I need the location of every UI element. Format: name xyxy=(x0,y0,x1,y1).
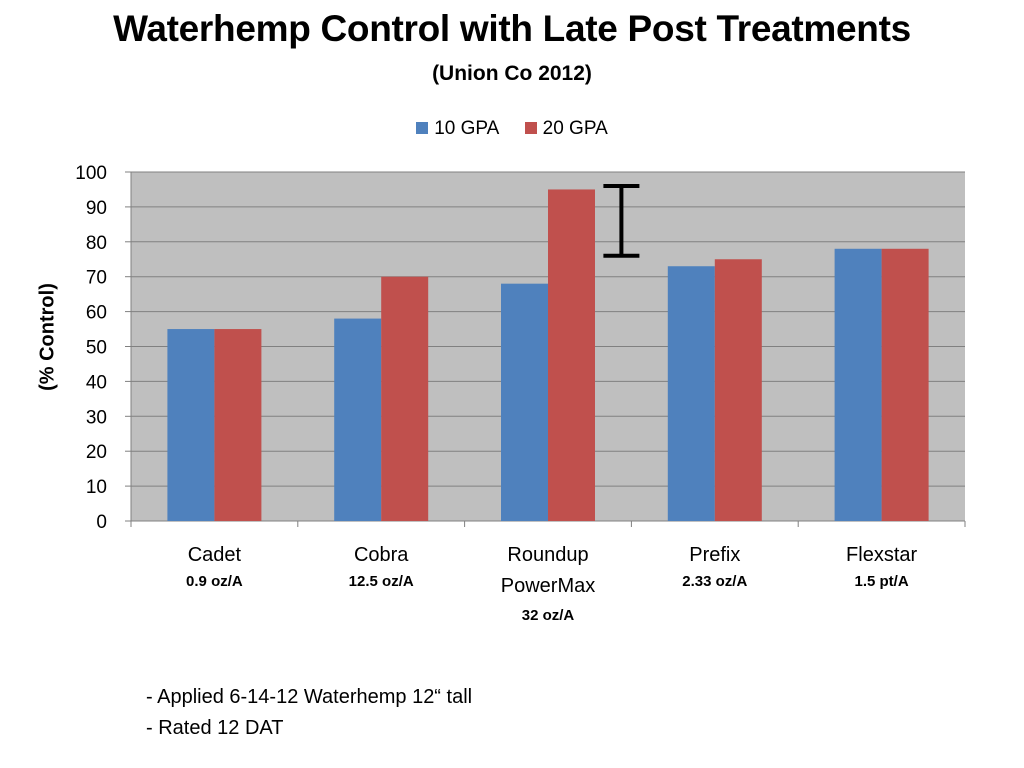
bar-20-gpa xyxy=(214,329,262,521)
y-tick-label: 30 xyxy=(86,407,107,428)
bar-10-gpa xyxy=(334,318,382,521)
y-tick-label: 90 xyxy=(86,198,107,219)
y-tick-label: 10 xyxy=(86,477,107,498)
note-applied: - Applied 6-14-12 Waterhemp 12“ tall xyxy=(146,686,473,708)
x-category-label: Roundup xyxy=(507,544,588,566)
y-tick-label: 80 xyxy=(86,233,107,254)
y-tick-label: 100 xyxy=(75,163,107,184)
note-rated: - Rated 12 DAT xyxy=(146,717,284,739)
x-category-label: Flexstar xyxy=(846,544,917,566)
bar-20-gpa xyxy=(881,248,929,521)
y-tick-label: 40 xyxy=(86,372,107,393)
legend-item-20gpa: 20 GPA xyxy=(524,118,608,140)
x-category-rate: 0.9 oz/A xyxy=(186,573,243,590)
bar-20-gpa xyxy=(548,189,595,521)
bar-10-gpa xyxy=(501,283,548,521)
x-category-label: Cadet xyxy=(188,544,242,566)
bar-20-gpa xyxy=(714,259,762,521)
chart-subtitle: (Union Co 2012) xyxy=(432,62,592,85)
notes: - Applied 6-14-12 Waterhemp 12“ tall - R… xyxy=(146,682,472,744)
x-category-label: PowerMax xyxy=(501,575,595,597)
bar-10-gpa xyxy=(834,248,882,521)
bar-10-gpa xyxy=(667,266,715,521)
legend-label-20gpa: 20 GPA xyxy=(542,118,608,139)
x-category-rate: 12.5 oz/A xyxy=(349,573,414,590)
bar-20-gpa xyxy=(381,276,429,521)
legend-label-10gpa: 10 GPA xyxy=(434,118,500,139)
y-tick-label: 60 xyxy=(86,303,107,324)
legend-swatch-20gpa xyxy=(524,122,537,134)
y-tick-label: 70 xyxy=(86,268,107,289)
legend-swatch-10gpa xyxy=(416,122,429,134)
y-tick-label: 50 xyxy=(86,338,107,359)
x-category-label: Prefix xyxy=(689,544,740,566)
x-category-label: Cobra xyxy=(354,544,409,566)
chart-title: Waterhemp Control with Late Post Treatme… xyxy=(113,8,911,49)
x-category-rate: 1.5 pt/A xyxy=(855,573,909,590)
x-category-rate: 2.33 oz/A xyxy=(682,573,747,590)
legend: 10 GPA 20 GPA xyxy=(0,118,1024,140)
bar-10-gpa xyxy=(167,329,215,521)
legend-item-10gpa: 10 GPA xyxy=(416,118,499,140)
x-category-rate: 32 oz/A xyxy=(522,607,575,624)
y-tick-label: 20 xyxy=(86,442,107,463)
y-tick-label: 0 xyxy=(96,512,107,533)
